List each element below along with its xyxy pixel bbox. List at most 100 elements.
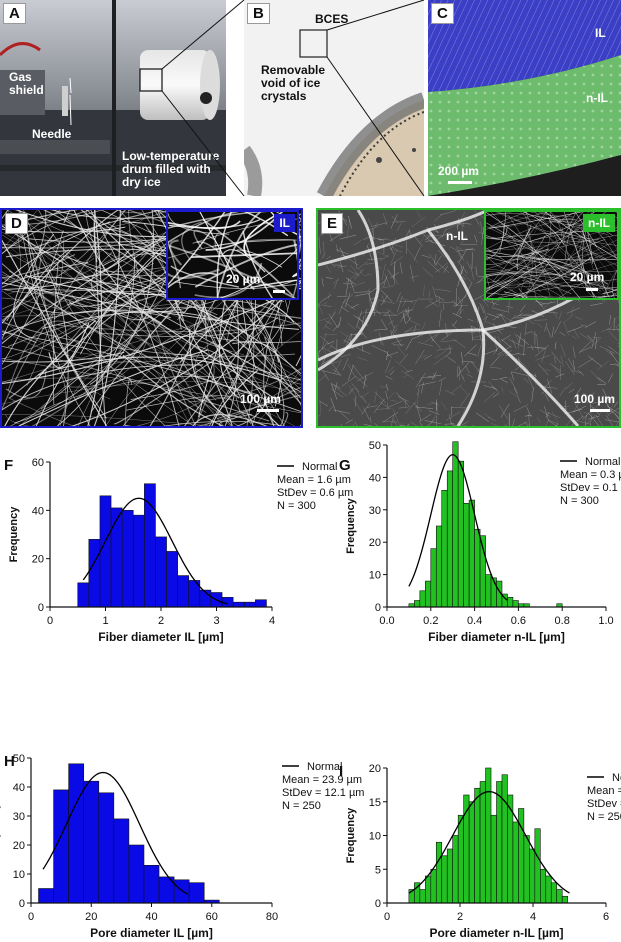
fiber (491, 260, 547, 298)
fiber (531, 387, 534, 403)
fiber (193, 306, 228, 335)
histogram-bar (203, 899, 220, 904)
fiber (390, 400, 398, 402)
fiber (450, 422, 458, 426)
fiber (594, 295, 614, 298)
fiber (453, 338, 466, 348)
fiber (461, 351, 464, 365)
fiber (467, 318, 474, 322)
histogram-bar (463, 503, 470, 608)
x-tick-label: 4 (269, 615, 275, 627)
panel-d: IL 20 µm D 100 µm (0, 208, 303, 428)
x-tick-label: 1.0 (598, 615, 613, 627)
histogram-bar (408, 603, 415, 608)
fiber (318, 232, 323, 240)
fiber (516, 334, 529, 345)
fiber (510, 371, 515, 381)
fiber (126, 394, 228, 411)
histogram-bar (419, 889, 426, 904)
fiber (461, 331, 476, 334)
fiber (508, 339, 524, 347)
fiber (2, 249, 69, 340)
histogram-bar (550, 882, 558, 904)
fiber (2, 246, 95, 271)
fiber (459, 235, 468, 246)
fiber (355, 387, 362, 399)
fiber (324, 325, 331, 330)
histogram-bar (414, 882, 421, 904)
chart-panel-label: I (339, 763, 343, 780)
y-tick-label: 0 (38, 602, 44, 614)
fiber (375, 301, 378, 309)
histogram-bar (110, 507, 123, 608)
fiber (202, 218, 294, 297)
fiber (580, 324, 587, 327)
histogram-bar (199, 589, 212, 608)
fiber (168, 268, 220, 280)
fiber (370, 416, 372, 424)
fiber (588, 355, 603, 367)
y-tick-label: 10 (369, 570, 381, 582)
fiber (434, 213, 443, 222)
fiber (323, 305, 332, 307)
fiber (420, 354, 428, 358)
fiber (604, 419, 619, 423)
fiber (491, 212, 537, 298)
fiber (64, 330, 151, 388)
fiber (355, 293, 369, 297)
fiber (319, 401, 321, 413)
fiber (488, 212, 529, 229)
fiber (384, 309, 392, 316)
fiber (590, 303, 603, 306)
fiber (455, 287, 457, 306)
fiber (5, 414, 30, 426)
fiber (321, 332, 327, 351)
fiber (566, 382, 573, 389)
fiber (416, 392, 419, 407)
x-tick-label: 1 (102, 615, 108, 627)
fiber (591, 331, 597, 349)
fiber (456, 247, 464, 261)
fiber (499, 212, 507, 253)
fiber (571, 423, 574, 426)
x-tick-label: 6 (603, 911, 609, 923)
fiber (527, 319, 535, 325)
fiber (599, 345, 616, 354)
histogram-bar (441, 490, 448, 608)
fiber (2, 210, 119, 324)
normal-fit-curve (42, 771, 188, 895)
fiber (401, 370, 415, 380)
fiber (545, 420, 549, 426)
drum-label: Low-temperature drum filled with dry ice (122, 149, 220, 189)
fiber (403, 374, 409, 378)
fiber (523, 377, 529, 384)
fiber (322, 356, 334, 365)
fiber (85, 210, 106, 272)
histogram-bar (446, 848, 454, 904)
fiber (338, 316, 342, 328)
fiber (331, 312, 336, 319)
fiber (575, 316, 583, 321)
fiber (338, 298, 346, 315)
panel-e-region-label: n-IL (446, 229, 468, 243)
fiber (345, 272, 359, 284)
fiber (497, 283, 569, 296)
fiber (381, 290, 393, 303)
fiber (332, 323, 341, 332)
fiber (383, 276, 388, 288)
fiber (588, 415, 600, 420)
fiber (584, 321, 596, 328)
fiber (486, 268, 541, 293)
fiber (527, 375, 534, 389)
fiber (546, 412, 561, 419)
fiber (324, 333, 338, 336)
fiber (388, 269, 399, 285)
histogram-bar (518, 603, 525, 608)
fiber (93, 222, 107, 426)
y-axis-label: Frequency (0, 802, 1, 859)
fiber (325, 255, 332, 260)
histogram-bar (177, 575, 190, 608)
fiber (550, 212, 563, 237)
fiber (566, 250, 617, 296)
fiber (571, 402, 580, 415)
